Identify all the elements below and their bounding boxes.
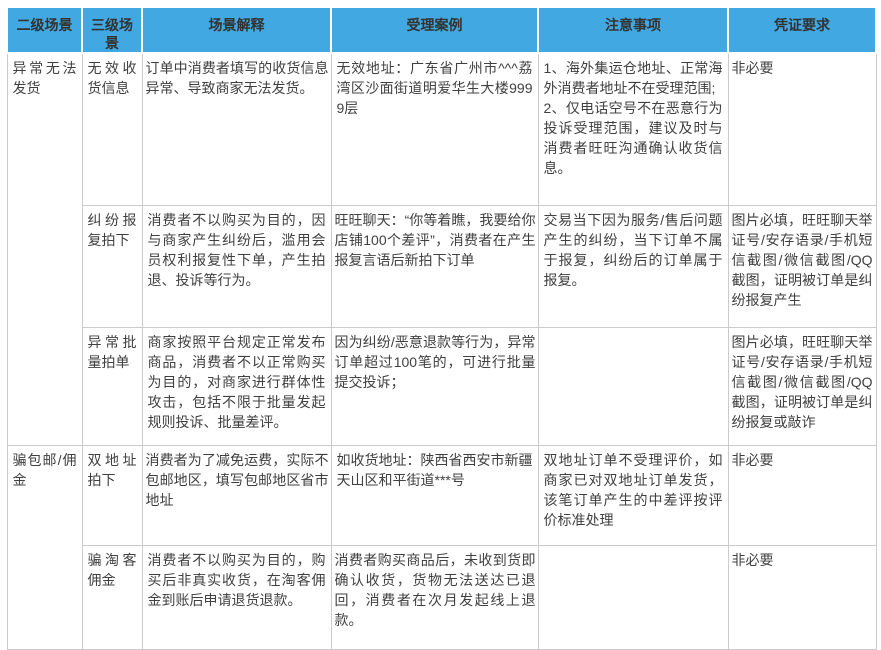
cell-text-line: 旺旺聊天：“你等着瞧，我要给你店铺100个差评”，消费者在产生报复言语后新拍下订…	[334, 211, 536, 268]
column-header-notes: 注意事项	[537, 6, 729, 54]
cell-text-line: 图片必填，旺旺聊天举证号/安存语录/手机短信截图/微信截图/QQ截图，证明被订单…	[731, 211, 873, 308]
cell-text-line: 1、海外集运仓地址、正常海外消费者地址不在受理范围;	[543, 60, 723, 96]
cell-scenario-l3: 骗淘客佣金	[81, 544, 143, 650]
cell-text-line: 非必要	[731, 551, 774, 568]
cell-text-line: 2、仅电话空号不在恶意行为投诉受理范围，建议及时与消费者旺旺沟通确认收货信息。	[543, 100, 723, 176]
cell-case: 无效地址：广东省广州市^^^荔湾区沙面街道明爱华生大楼9999层	[330, 52, 539, 206]
column-header-scenario_l2: 二级场景	[6, 6, 83, 54]
cell-evidence: 图片必填，旺旺聊天举证号/安存语录/手机短信截图/微信截图/QQ截图，证明被订单…	[727, 204, 877, 328]
cell-text-line: 无效收货信息	[87, 60, 137, 96]
cell-text-line: 骗淘客佣金	[87, 551, 137, 588]
cell-evidence: 非必要	[727, 52, 877, 206]
cell-notes: 1、海外集运仓地址、正常海外消费者地址不在受理范围; 2、仅电话空号不在恶意行为投…	[537, 52, 729, 206]
cell-scenario-l3: 纠纷报复拍下	[81, 204, 143, 328]
cell-notes	[537, 326, 729, 446]
cell-text-line: 消费者购买商品后，未收到货即确认收货，货物无法送达已退回，消费者在次月发起线上退…	[334, 551, 536, 628]
cell-text-line: 非必要	[731, 60, 774, 76]
column-header-evidence: 凭证要求	[727, 6, 877, 54]
table-row: 异常无法发货 无效收货信息 订单中消费者填写的收货信息异常、导致商家无法发货。 无效地…	[6, 52, 877, 446]
cell-text-line: 异常批量拍单	[87, 333, 137, 370]
cell-text-line: 交易当下因为服务/售后问题产生的纠纷，当下订单不属于报复，纠纷后的订单属于报复。	[543, 211, 723, 288]
cell-text-line: 消费者不以购买为目的，因与商家产生纠纷后，滥用会员权利报复性下单，产生拍退、投诉…	[147, 211, 326, 288]
cell-text-line: 双地址拍下	[87, 451, 137, 488]
cell-evidence: 非必要	[727, 444, 877, 546]
column-header-case: 受理案例	[330, 6, 539, 54]
cell-scenario-l2: 骗包邮/佣金	[6, 444, 83, 650]
column-header-explanation: 场景解释	[141, 6, 332, 54]
cell-text-line: 无效地址：广东省广州市^^^荔湾区沙面街道明爱华生大楼9999层	[336, 60, 533, 116]
cell-notes	[537, 544, 729, 650]
cell-case: 因为纠纷/恶意退款等行为，异常订单超过100笔的，可进行批量提交投诉；	[330, 326, 539, 446]
column-header-scenario_l3: 三级场景	[81, 6, 143, 54]
table-row: 纠纷报复拍下 消费者不以购买为目的，因与商家产生纠纷后，滥用会员权利报复性下单，产…	[7, 204, 877, 328]
cell-text-line: 因为纠纷/恶意退款等行为，异常订单超过100笔的，可进行批量提交投诉；	[334, 333, 536, 390]
cell-text-line: 订单中消费者填写的收货信息异常、导致商家无法发货。	[145, 60, 329, 96]
cell-text-line: 非必要	[731, 451, 774, 468]
cell-scenario-l3: 双地址拍下	[81, 444, 143, 546]
table-row: 异常批量拍单 商家按照平台规定正常发布商品，消费者不以正常购买为目的，对商家进行群…	[7, 326, 877, 446]
cell-text-line: 消费者不以购买为目的，购买后非真实收货，在淘客佣金到账后申请退货退款。	[147, 551, 326, 608]
cell-explanation: 消费者不以购买为目的，购买后非真实收货，在淘客佣金到账后申请退货退款。	[141, 544, 332, 650]
cell-text-line: 纠纷报复拍下	[87, 211, 137, 248]
cell-case: 如收货地址：陕西省西安市新疆天山区和平街道***号	[330, 444, 539, 546]
header-row: 二级场景 三级场景 场景解释 受理案例 注意事项 凭证要求	[6, 6, 877, 54]
cell-scenario-l3: 异常批量拍单	[81, 326, 143, 446]
cell-explanation: 订单中消费者填写的收货信息异常、导致商家无法发货。	[141, 52, 332, 206]
table-body: 异常无法发货 无效收货信息 订单中消费者填写的收货信息异常、导致商家无法发货。 无效地…	[6, 52, 877, 650]
cell-text-line: 双地址订单不受理评价，如商家已对双地址订单发货，该笔订单产生的中差评按评价标准处…	[543, 451, 723, 528]
cell-evidence: 图片必填，旺旺聊天举证号/安存语录/手机短信截图/微信截图/QQ截图，证明被订单…	[727, 326, 877, 446]
cell-explanation: 消费者为了减免运费，实际不包邮地区，填写包邮地区省市地址	[141, 444, 332, 546]
cell-case: 旺旺聊天：“你等着瞧，我要给你店铺100个差评”，消费者在产生报复言语后新拍下订…	[330, 204, 539, 328]
cell-explanation: 商家按照平台规定正常发布商品，消费者不以正常购买为目的，对商家进行群体性攻击，包…	[141, 326, 332, 446]
table-row: 骗包邮/佣金 双地址拍下 消费者为了减免运费，实际不包邮地区，填写包邮地区省市地址如…	[6, 444, 877, 650]
cell-case: 消费者购买商品后，未收到货即确认收货，货物无法送达已退回，消费者在次月发起线上退…	[330, 544, 539, 650]
cell-explanation: 消费者不以购买为目的，因与商家产生纠纷后，滥用会员权利报复性下单，产生拍退、投诉…	[141, 204, 332, 328]
cell-notes: 双地址订单不受理评价，如商家已对双地址订单发货，该笔订单产生的中差评按评价标准处…	[537, 444, 729, 546]
cell-text-line: 商家按照平台规定正常发布商品，消费者不以正常购买为目的，对商家进行群体性攻击，包…	[147, 333, 326, 430]
cell-scenario-l3: 无效收货信息	[81, 52, 143, 206]
cell-notes: 交易当下因为服务/售后问题产生的纠纷，当下订单不属于报复，纠纷后的订单属于报复。	[537, 204, 729, 328]
table-row: 骗淘客佣金 消费者不以购买为目的，购买后非真实收货，在淘客佣金到账后申请退货退款。…	[7, 544, 877, 650]
cell-text-line: 图片必填，旺旺聊天举证号/安存语录/手机短信截图/微信截图/QQ截图，证明被订单…	[731, 333, 873, 430]
cell-text-line: 消费者为了减免运费，实际不包邮地区，填写包邮地区省市地址	[145, 451, 329, 508]
scenario-table: 二级场景 三级场景 场景解释 受理案例 注意事项 凭证要求 异常无法发货 无效收货信息 订单中…	[6, 6, 877, 650]
cell-scenario-l2: 异常无法发货	[6, 52, 83, 446]
table-head: 二级场景 三级场景 场景解释 受理案例 注意事项 凭证要求	[6, 6, 877, 54]
cell-text-line: 如收货地址：陕西省西安市新疆天山区和平街道***号	[336, 451, 533, 488]
cell-evidence: 非必要	[727, 544, 877, 650]
